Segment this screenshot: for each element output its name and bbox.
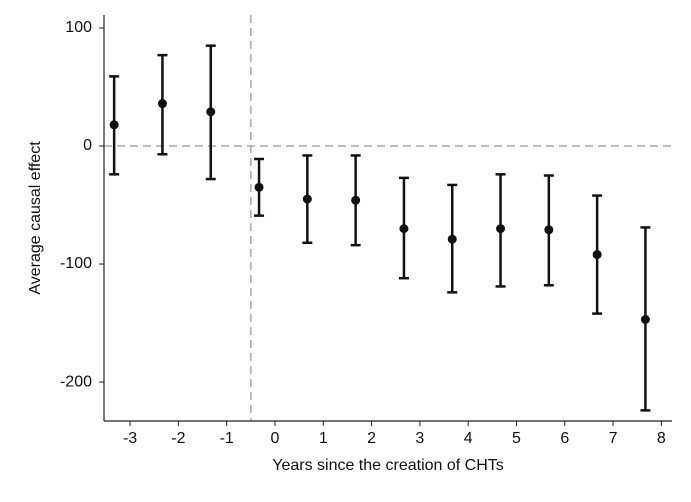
y-tick-label: -100 xyxy=(60,255,92,272)
x-tick-label: 8 xyxy=(657,430,666,447)
y-tick-label: 100 xyxy=(65,19,92,36)
point xyxy=(544,225,554,235)
point xyxy=(447,234,457,244)
point xyxy=(351,195,361,205)
x-tick-label: 3 xyxy=(415,430,424,447)
x-tick-label: -2 xyxy=(171,430,185,447)
point xyxy=(592,250,602,260)
x-tick-label: 4 xyxy=(464,430,473,447)
y-axis-label: Average causal effect xyxy=(27,141,44,295)
x-tick-label: 0 xyxy=(271,430,280,447)
point xyxy=(640,315,650,324)
x-tick-label: -3 xyxy=(123,430,137,447)
x-tick-label: 5 xyxy=(512,430,521,447)
x-tick-label: 2 xyxy=(367,430,376,447)
point xyxy=(496,224,506,234)
point xyxy=(109,120,119,130)
x-tick-label: 7 xyxy=(609,430,618,447)
y-tick-label: 0 xyxy=(83,137,92,154)
point xyxy=(254,182,264,192)
point xyxy=(157,99,167,109)
point xyxy=(399,224,409,234)
point xyxy=(206,107,216,117)
x-axis-label: Years since the creation of CHTs xyxy=(272,457,504,474)
x-tick-label: 6 xyxy=(560,430,569,447)
x-tick-label: -1 xyxy=(220,430,234,447)
y-tick-label: -200 xyxy=(60,373,92,390)
point xyxy=(302,194,312,204)
x-tick-label: 1 xyxy=(319,430,328,447)
